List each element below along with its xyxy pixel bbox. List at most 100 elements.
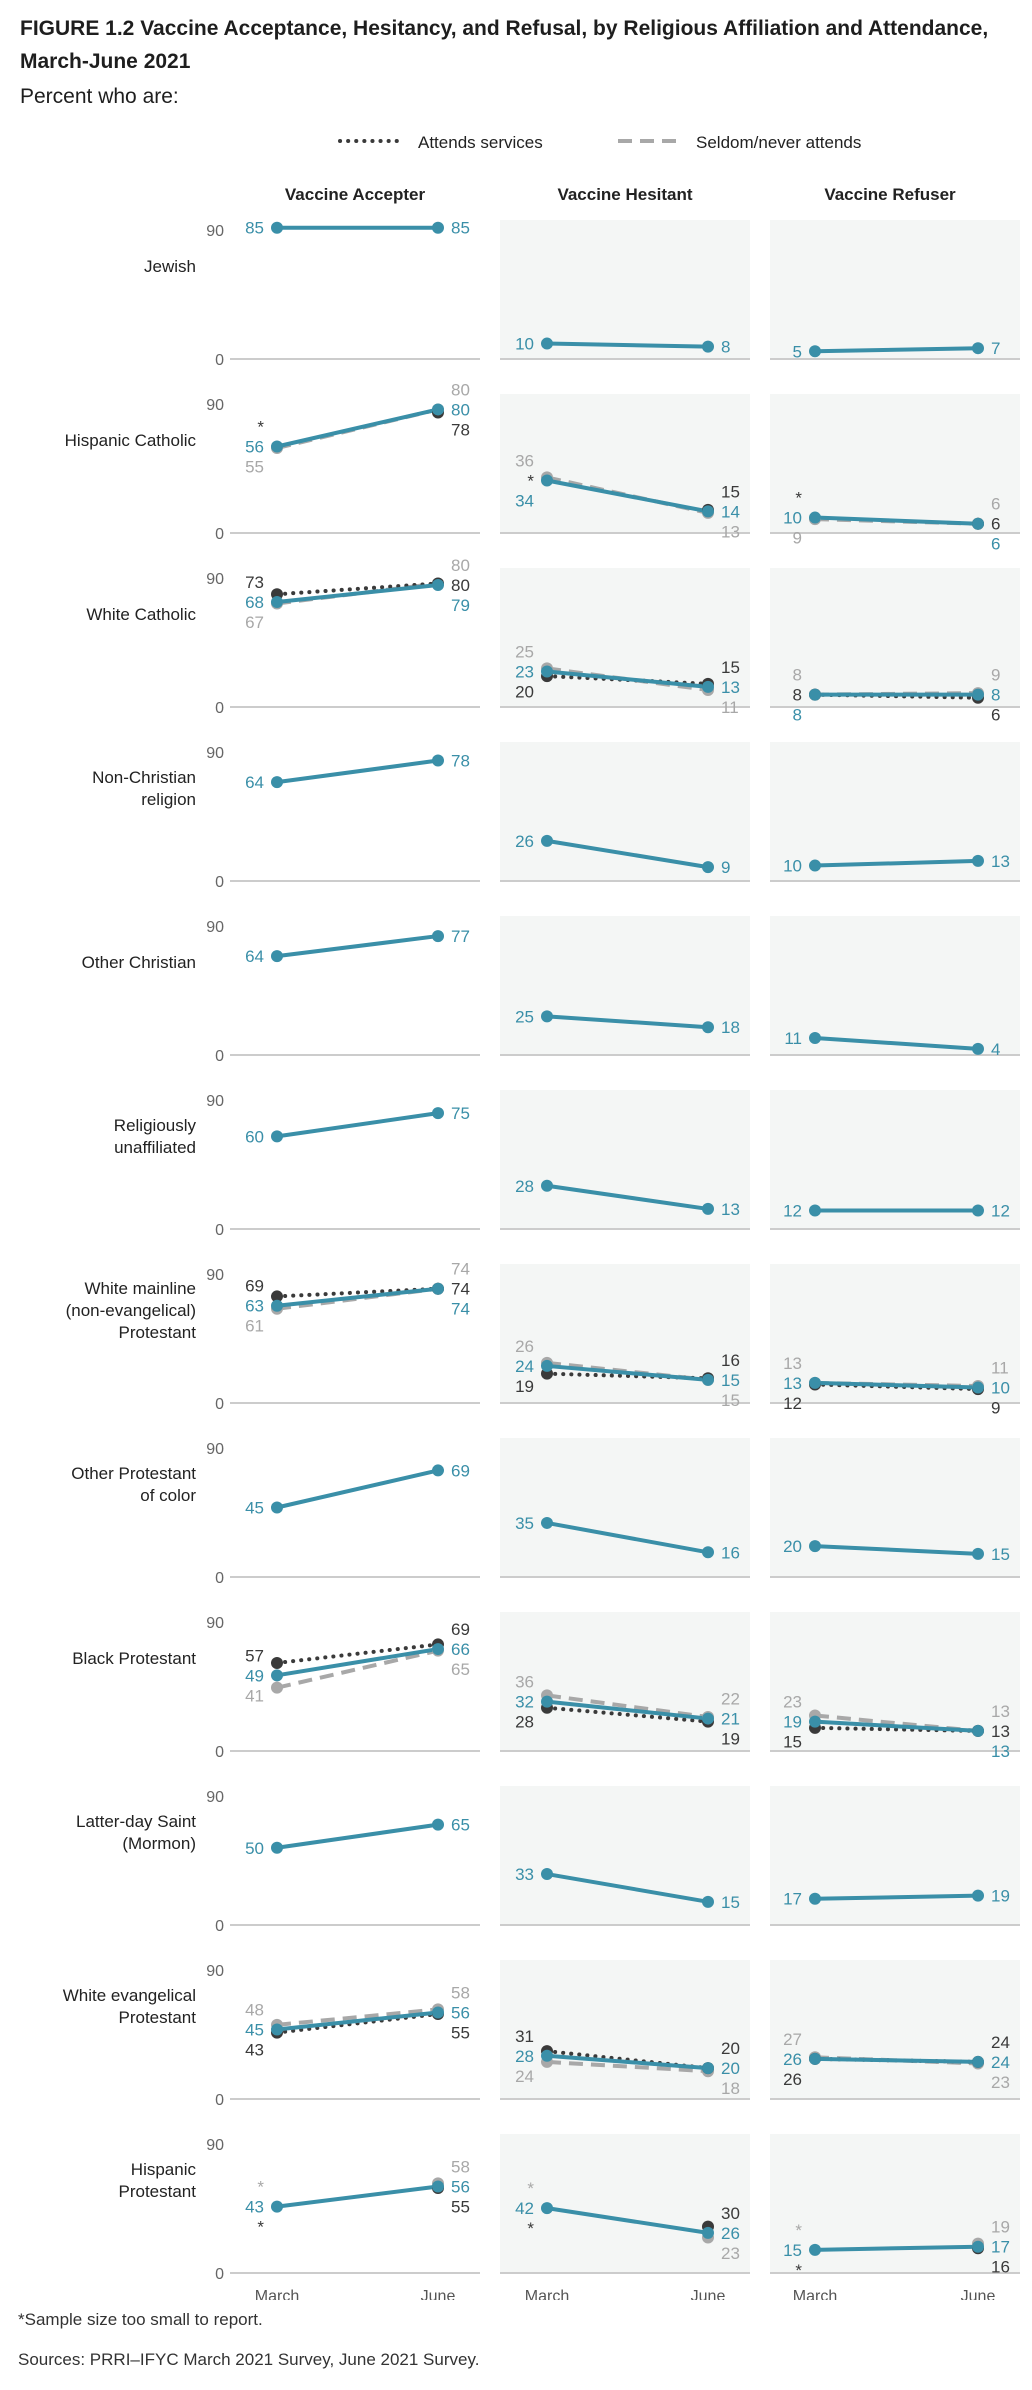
value-label-march: 69	[245, 1277, 264, 1296]
data-point-all	[702, 340, 714, 353]
row-label-line: Black Protestant	[72, 1649, 196, 1668]
value-label-june: 75	[451, 1104, 470, 1123]
series-line-all	[545, 1699, 710, 1721]
row-label: Black Protestant	[72, 1649, 196, 1668]
row-label: Other Christian	[82, 953, 196, 972]
data-point-all	[809, 688, 821, 701]
value-label-june: 6	[991, 535, 1000, 554]
data-point-all	[271, 1299, 283, 1312]
value-label-june: 16	[991, 2258, 1010, 2277]
figure-subtitle: Percent who are:	[20, 85, 179, 108]
panel: 11 4	[770, 916, 1020, 1059]
value-label-march: 43	[245, 2041, 264, 2060]
y-tick-label: 0	[215, 1744, 224, 1761]
value-label-march: 26	[783, 2070, 802, 2089]
data-point-all	[432, 2006, 444, 2019]
panel: 90 0 45 69	[206, 1441, 480, 1587]
value-label-march: 15	[783, 2241, 802, 2260]
value-label-march: 64	[245, 773, 264, 792]
data-point-all	[271, 1669, 283, 1682]
series-line-all	[545, 2206, 710, 2235]
data-point-all	[541, 1179, 553, 1192]
value-label-june: 11	[721, 698, 739, 717]
value-label-june: 56	[451, 2004, 470, 2023]
series-line-seldom	[546, 1693, 709, 1720]
data-point-all	[271, 950, 283, 963]
panel: 17 19	[770, 1786, 1020, 1926]
series-line-all	[813, 1036, 980, 1051]
value-label-june: 13	[991, 1702, 1010, 1721]
data-point-all	[271, 1841, 283, 1854]
row-label-line: Other Christian	[82, 953, 196, 972]
series-line-all	[813, 2056, 980, 2064]
value-label-june: 58	[451, 2158, 470, 2177]
row-label-line: Other Protestant	[71, 1464, 196, 1483]
data-point-all	[972, 517, 984, 530]
value-label-june: 65	[451, 1816, 470, 1835]
data-point-all	[702, 2062, 714, 2075]
panel-background	[500, 2134, 750, 2273]
data-point-all	[972, 1381, 984, 1394]
series-line-attends	[275, 2012, 440, 2035]
data-point-seldom	[271, 1681, 283, 1694]
y-tick-label: 90	[206, 1267, 224, 1284]
panel: 10 8	[500, 220, 750, 360]
value-label-march: 41	[245, 1686, 264, 1705]
data-point-all	[972, 1204, 984, 1217]
value-label-march: 45	[245, 2021, 264, 2040]
value-label-march: 56	[245, 438, 264, 457]
panel-background	[500, 220, 750, 359]
row-label: Jewish	[144, 257, 196, 276]
data-point-all	[271, 440, 283, 453]
value-label-june: 8	[721, 338, 730, 357]
data-point-all	[972, 1889, 984, 1902]
data-point-all	[972, 2240, 984, 2253]
value-label-march: *	[257, 418, 264, 437]
data-point-all	[541, 1695, 553, 1708]
series-line-all	[813, 1719, 980, 1733]
panel: 25 18	[500, 916, 750, 1056]
value-label-june: 69	[451, 1461, 470, 1480]
value-label-june: 26	[721, 2224, 740, 2243]
value-label-june: 79	[451, 596, 470, 615]
row-label-line: Protestant	[119, 2182, 197, 2201]
column-header: Vaccine Accepter	[285, 185, 426, 204]
panel: 90 0 85 85	[206, 219, 480, 369]
value-label-june: 80	[451, 380, 470, 399]
y-tick-label: 90	[206, 1093, 224, 1110]
value-label-june: 66	[451, 1640, 470, 1659]
value-label-june: 13	[721, 522, 740, 541]
data-point-all	[271, 776, 283, 789]
chart-row: Black Protestant900574941696665363228222…	[72, 1612, 1020, 1761]
value-label-march: 23	[783, 1693, 802, 1712]
value-label-march: 28	[515, 2047, 534, 2066]
value-label-june: 24	[991, 2033, 1010, 2052]
value-label-march: *	[795, 2221, 802, 2240]
panel: 90 0 64 78	[206, 745, 480, 891]
value-label-june: 19	[991, 2218, 1010, 2237]
panel-background	[500, 1960, 750, 2099]
series-line-all	[813, 1380, 980, 1390]
data-point-all	[702, 1712, 714, 1725]
data-point-all	[271, 2200, 283, 2213]
value-label-june: 15	[721, 1371, 740, 1390]
value-label-june: 22	[721, 1690, 740, 1709]
data-point-all	[972, 1042, 984, 1055]
data-point-all	[541, 1516, 553, 1529]
row-label: Latter-day Saint (Mormon)	[76, 1812, 196, 1853]
value-label-march: 24	[515, 1357, 534, 1376]
data-point-all	[541, 834, 553, 847]
value-label-march: 36	[515, 1673, 534, 1692]
series-line-all	[275, 582, 440, 604]
value-label-march: 42	[515, 2199, 534, 2218]
column-headers: Vaccine Accepter Vaccine Hesitant Vaccine …	[285, 185, 956, 204]
